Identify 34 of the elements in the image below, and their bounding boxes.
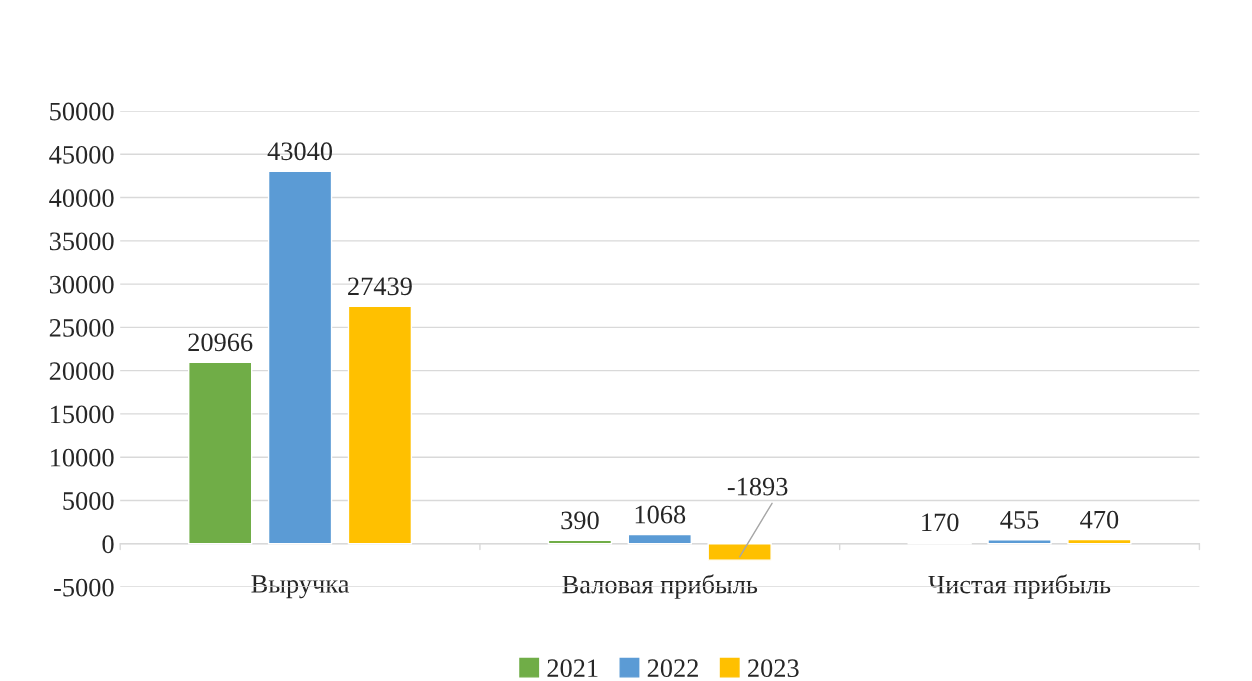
bar — [627, 533, 692, 545]
y-tick-label: 35000 — [49, 232, 114, 251]
x-tick-label: Валовая прибыль — [562, 574, 758, 599]
bar — [707, 543, 772, 561]
y-tick-label: 45000 — [49, 145, 114, 164]
y-tick-label: 30000 — [49, 275, 114, 294]
legend-label: 2023 — [748, 659, 799, 678]
y-tick-label: 50000 — [50, 102, 114, 121]
y-tick-label: -5000 — [54, 578, 114, 597]
data-label: -1893 — [727, 477, 788, 496]
y-tick-label: 10000 — [50, 448, 114, 467]
data-label: 27439 — [348, 277, 412, 296]
legend-label: 2021 — [547, 659, 598, 678]
bar — [987, 539, 1052, 545]
y-tick-label: 40000 — [49, 189, 114, 207]
data-label: 470 — [1080, 510, 1119, 529]
data-label: 455 — [1000, 511, 1039, 529]
legend-label: 2022 — [647, 659, 698, 678]
y-tick-label: 5000 — [63, 492, 114, 510]
y-tick-label: 25000 — [49, 318, 114, 337]
x-tick-label: Чистая прибыль — [928, 574, 1111, 599]
data-label: 1068 — [635, 505, 686, 524]
y-tick-label: 20000 — [49, 362, 114, 381]
data-label: 20966 — [188, 333, 253, 352]
x-tick-label: Выручка — [251, 575, 350, 599]
bar — [188, 361, 253, 545]
y-tick-label: 0 — [102, 535, 114, 554]
data-label: 390 — [561, 511, 599, 530]
bar — [267, 170, 333, 545]
y-tick-label: 15000 — [50, 405, 114, 424]
data-label: 170 — [922, 513, 959, 532]
bar — [347, 305, 413, 545]
bar — [1067, 538, 1132, 545]
data-label: 43040 — [267, 142, 333, 161]
